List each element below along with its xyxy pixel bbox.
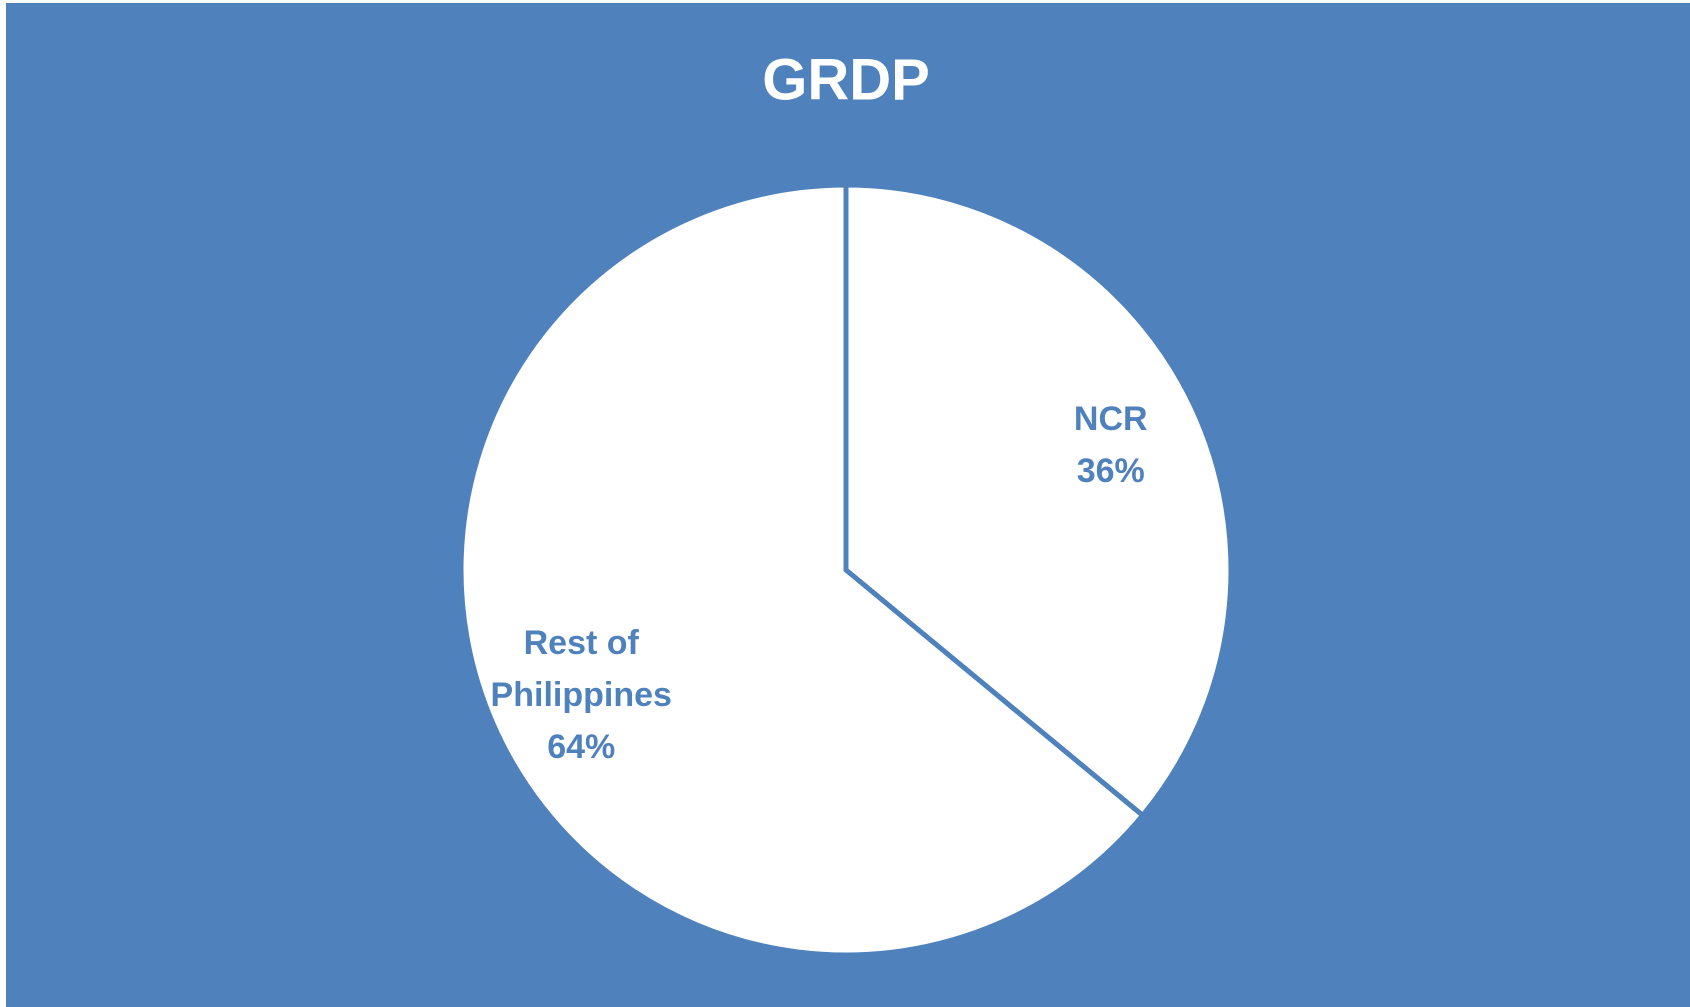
- chart-title: GRDP: [762, 47, 930, 112]
- slice-value: 64%: [547, 727, 616, 766]
- pie-slice: [843, 182, 1234, 819]
- slice-label: NCR 36%: [991, 393, 1231, 497]
- slice-label: Rest of Philippines 64%: [461, 617, 701, 773]
- slice-category: NCR: [1073, 400, 1148, 439]
- slice-category: Rest of Philippines: [490, 623, 672, 714]
- slice-value: 36%: [1076, 452, 1145, 491]
- pie-slice: [458, 182, 1147, 958]
